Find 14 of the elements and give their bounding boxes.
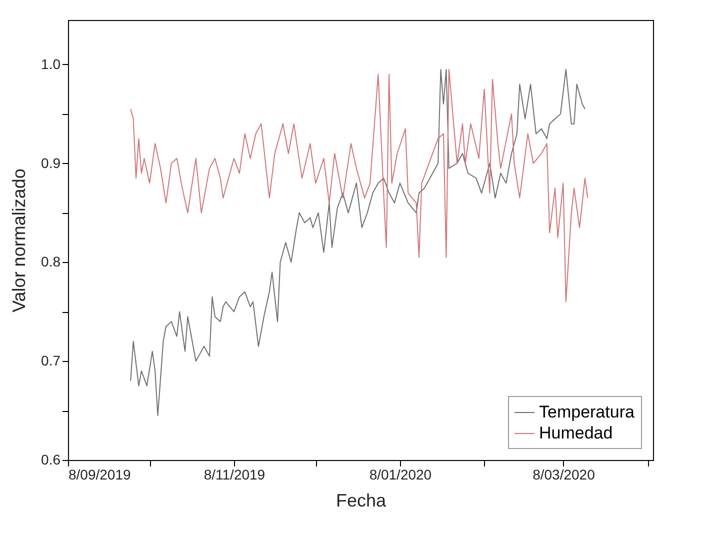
x-tick-label: 8/03/2020 xyxy=(532,466,596,482)
y-tick-label: 0.7 xyxy=(41,352,61,369)
x-tick-label: 8/11/2019 xyxy=(204,466,266,482)
x-tick-label: 8/09/2019 xyxy=(68,466,131,482)
line-series xyxy=(130,68,588,302)
y-tick-label: 0.9 xyxy=(41,154,61,171)
y-axis-title: Valor normalizado xyxy=(9,168,30,312)
y-tick-label: 1.0 xyxy=(41,56,61,72)
y-tick-label: 0.6 xyxy=(41,452,61,468)
legend-label: Humedad xyxy=(539,424,613,442)
x-tick-label: 8/01/2020 xyxy=(369,466,432,482)
legend-label: Temperatura xyxy=(539,402,635,422)
x-axis-title: Fecha xyxy=(336,490,387,510)
y-tick-label: 0.8 xyxy=(41,254,61,270)
